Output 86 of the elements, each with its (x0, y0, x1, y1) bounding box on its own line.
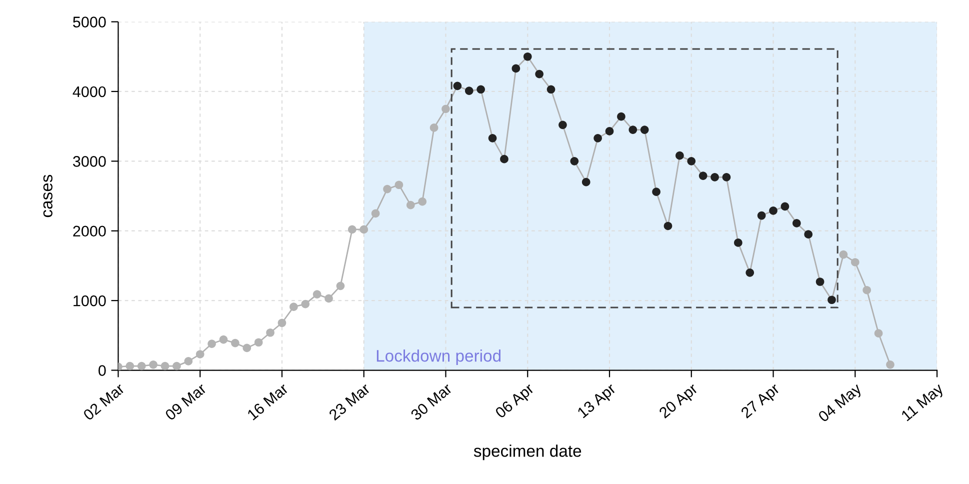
point (757, 211, 766, 220)
point (312, 290, 322, 298)
point (710, 173, 719, 182)
point (324, 294, 333, 303)
point (336, 282, 345, 290)
point (406, 200, 415, 210)
point (628, 126, 638, 134)
point (290, 302, 298, 312)
point (266, 328, 274, 337)
point (160, 362, 170, 370)
x-tick-label: 13 Apr (576, 382, 618, 421)
x-tick-label: 16 Mar (246, 382, 289, 420)
x-tick-label: 06 Apr (494, 382, 537, 421)
y-tick-label: 0 (98, 365, 106, 376)
point (594, 134, 602, 142)
x-tick-label: 09 Mar (164, 382, 208, 421)
point (698, 172, 708, 180)
point (512, 64, 520, 73)
x-tick-label: 02 Mar (82, 382, 126, 421)
point (242, 344, 252, 352)
point (453, 82, 462, 90)
point (535, 70, 544, 78)
point (676, 151, 684, 160)
point (523, 52, 532, 61)
point (500, 154, 508, 164)
point (430, 124, 438, 132)
point (301, 300, 310, 308)
point (371, 209, 380, 218)
point (231, 338, 240, 348)
point (886, 360, 894, 369)
point (418, 197, 427, 206)
point (546, 85, 556, 94)
x-tick-label: 11 May (900, 382, 946, 424)
band-label: Lockdown period (376, 349, 500, 366)
y-tick-label: 1000 (74, 295, 106, 306)
point (278, 318, 286, 328)
point (874, 329, 883, 338)
point (219, 335, 228, 344)
point (442, 104, 450, 114)
y-tick-label: 4000 (72, 86, 106, 98)
point (570, 157, 579, 166)
point (850, 258, 860, 266)
point (816, 278, 824, 286)
point (488, 134, 497, 142)
x-tick-label: 20 Apr (658, 382, 700, 421)
point (360, 225, 368, 234)
point (792, 219, 801, 228)
point (126, 362, 134, 370)
point (208, 340, 216, 348)
point (383, 184, 392, 194)
point (780, 202, 790, 211)
point (617, 112, 626, 121)
point (558, 120, 567, 130)
x-tick-label: 30 Mar (410, 382, 453, 421)
point (196, 350, 204, 358)
point (804, 230, 813, 239)
point (664, 222, 672, 230)
point (605, 127, 614, 136)
point (464, 86, 474, 95)
point (769, 206, 778, 215)
point (722, 173, 731, 182)
point (476, 85, 485, 94)
point (862, 286, 872, 294)
point (254, 338, 263, 347)
point (687, 157, 696, 166)
point (149, 360, 158, 369)
x-tick-label: 04 May (817, 382, 864, 425)
y-tick-label: 5000 (73, 16, 106, 28)
y-tick-label: 3000 (73, 156, 106, 167)
point (640, 126, 649, 134)
point (394, 180, 404, 190)
point (582, 178, 590, 186)
point (734, 238, 742, 247)
y-tick-label: 2000 (73, 226, 106, 237)
point (137, 362, 146, 370)
point (652, 188, 660, 196)
point (348, 225, 356, 234)
point (746, 268, 754, 277)
x-tick-label: 23 Mar (328, 382, 371, 421)
point (184, 357, 193, 366)
x-tick-label: 27 Apr (740, 382, 782, 421)
y-axis-title: cases (43, 174, 52, 218)
point (828, 296, 836, 304)
point (172, 362, 181, 370)
x-axis-title: specimen date (474, 444, 582, 460)
point (839, 250, 848, 259)
